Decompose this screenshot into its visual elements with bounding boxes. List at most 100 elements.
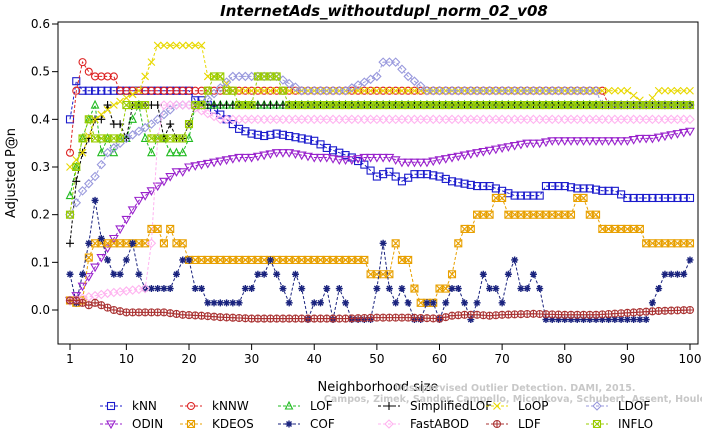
data-point	[403, 158, 414, 168]
data-point	[384, 153, 395, 163]
data-point	[447, 114, 457, 125]
legend-item-ldf: LDF	[486, 417, 541, 431]
data-point	[122, 256, 130, 264]
data-point	[685, 114, 695, 125]
y-axis: 0.0 0.1 0.2 0.3 0.4 0.5 0.6	[31, 17, 58, 317]
data-point	[179, 256, 187, 264]
data-point	[197, 86, 206, 95]
data-point	[478, 85, 489, 96]
watermark-line-1: Campos, Zimek, Sander, Campello, Micenko…	[324, 394, 702, 405]
data-point	[96, 159, 107, 170]
data-point	[566, 137, 576, 146]
data-point	[228, 86, 237, 95]
data-point	[685, 193, 695, 203]
data-point	[172, 147, 181, 157]
data-point	[629, 91, 638, 100]
data-point	[673, 86, 682, 95]
legend-label: kNNW	[212, 399, 249, 413]
data-point	[611, 316, 619, 324]
data-point	[566, 85, 576, 96]
data-point	[373, 285, 381, 293]
data-point	[485, 210, 494, 219]
data-point	[672, 130, 683, 139]
data-point	[315, 153, 326, 163]
data-point	[410, 284, 419, 293]
data-point	[296, 114, 307, 125]
data-point	[666, 114, 676, 125]
data-point	[116, 134, 125, 143]
data-point	[416, 170, 425, 179]
data-point	[140, 192, 151, 201]
data-point	[146, 238, 157, 249]
data-point	[166, 41, 175, 50]
data-point	[165, 172, 176, 182]
data-point	[461, 299, 469, 307]
data-point	[622, 137, 633, 146]
data-point	[116, 86, 125, 95]
legend-label: SimplifiedLOF	[410, 399, 492, 413]
data-point	[516, 191, 525, 200]
data-point	[122, 93, 131, 102]
data-point	[534, 139, 545, 149]
legend-marker	[106, 420, 116, 430]
legend-item-odin: ODIN	[100, 417, 163, 431]
data-point	[654, 86, 663, 95]
data-point	[579, 184, 588, 193]
data-point	[90, 99, 100, 109]
data-point	[278, 114, 288, 125]
data-point	[428, 114, 439, 125]
data-point	[154, 285, 162, 293]
data-point	[109, 147, 119, 157]
data-point	[290, 150, 301, 160]
data-point	[378, 153, 389, 163]
data-point	[359, 153, 370, 163]
data-point	[504, 270, 512, 278]
data-point	[472, 114, 482, 125]
data-point	[103, 105, 112, 114]
data-point	[303, 135, 313, 144]
data-point	[165, 100, 175, 110]
data-point	[680, 270, 688, 278]
legend-marker	[284, 400, 294, 410]
data-point	[266, 86, 275, 95]
data-point	[559, 85, 570, 96]
data-point	[560, 182, 569, 191]
data-point	[591, 114, 601, 125]
data-point	[347, 114, 357, 125]
data-point	[547, 114, 558, 125]
data-point	[392, 299, 400, 307]
data-point	[103, 101, 112, 110]
data-point	[666, 131, 677, 140]
data-point	[260, 270, 268, 278]
data-point	[667, 193, 676, 203]
data-point	[536, 285, 544, 293]
data-point	[141, 72, 150, 81]
data-point	[529, 270, 537, 278]
data-point	[360, 86, 369, 95]
data-point	[198, 285, 206, 293]
data-point	[685, 127, 695, 137]
data-point	[196, 105, 207, 116]
legend-item-fastabod: FastABOD	[378, 417, 469, 431]
series-odin	[65, 127, 695, 306]
data-point	[434, 85, 445, 96]
series-inflo	[65, 72, 695, 219]
data-point	[103, 72, 112, 81]
data-point	[140, 283, 150, 294]
data-point	[159, 100, 169, 110]
data-point	[429, 299, 437, 307]
data-point	[578, 114, 589, 125]
data-point	[522, 139, 533, 149]
data-point	[541, 85, 551, 96]
data-point	[605, 316, 613, 324]
data-point	[241, 86, 250, 95]
data-point	[635, 193, 644, 203]
data-point	[623, 193, 632, 203]
data-point	[334, 156, 345, 165]
data-point	[134, 86, 143, 95]
data-point	[384, 114, 395, 125]
data-point	[636, 316, 644, 324]
data-point	[259, 114, 269, 125]
data-point	[166, 285, 174, 293]
data-point	[166, 86, 175, 95]
